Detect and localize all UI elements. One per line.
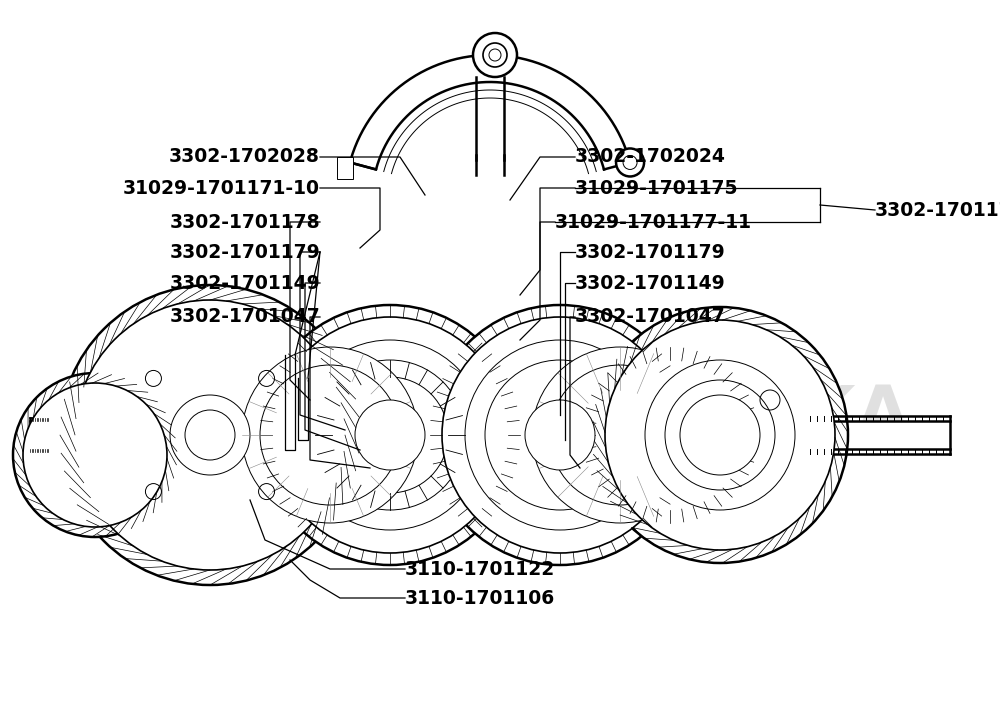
Circle shape bbox=[590, 355, 750, 515]
Circle shape bbox=[242, 347, 418, 523]
Circle shape bbox=[550, 365, 690, 505]
Circle shape bbox=[260, 365, 400, 505]
Circle shape bbox=[485, 360, 635, 510]
Text: 3302-1701149: 3302-1701149 bbox=[575, 274, 726, 293]
Circle shape bbox=[185, 410, 235, 460]
Circle shape bbox=[272, 317, 508, 553]
Circle shape bbox=[442, 317, 678, 553]
Circle shape bbox=[532, 347, 708, 523]
Circle shape bbox=[75, 300, 345, 570]
Circle shape bbox=[260, 305, 520, 565]
Circle shape bbox=[473, 33, 517, 77]
Text: 3110-1701106: 3110-1701106 bbox=[405, 589, 555, 607]
Circle shape bbox=[665, 380, 775, 490]
Text: 31029-1701175: 31029-1701175 bbox=[575, 179, 738, 198]
Text: 3302-1702024: 3302-1702024 bbox=[575, 147, 726, 166]
Circle shape bbox=[465, 340, 655, 530]
Text: 3302-1702028: 3302-1702028 bbox=[169, 147, 320, 166]
Circle shape bbox=[680, 395, 760, 475]
Circle shape bbox=[315, 360, 465, 510]
Text: 3302-1701149: 3302-1701149 bbox=[169, 274, 320, 293]
Circle shape bbox=[332, 377, 448, 493]
Text: 3302-1701047: 3302-1701047 bbox=[575, 308, 726, 326]
Text: 3110-1701122: 3110-1701122 bbox=[405, 560, 555, 579]
Text: 3302-1701179: 3302-1701179 bbox=[169, 244, 320, 262]
Text: 31029-1701177-11: 31029-1701177-11 bbox=[555, 213, 752, 231]
Circle shape bbox=[525, 400, 595, 470]
Circle shape bbox=[430, 305, 690, 565]
Polygon shape bbox=[350, 55, 630, 169]
Text: 3302-1701179: 3302-1701179 bbox=[575, 244, 726, 262]
Circle shape bbox=[295, 340, 485, 530]
Text: ПЛАНЕТА ЖЕЛЕЗЯКА: ПЛАНЕТА ЖЕЛЕЗЯКА bbox=[92, 382, 908, 448]
Text: 3302-1701178: 3302-1701178 bbox=[169, 213, 320, 231]
Text: 31029-1701171-10: 31029-1701171-10 bbox=[123, 179, 320, 198]
Circle shape bbox=[23, 383, 167, 527]
Circle shape bbox=[170, 395, 250, 475]
Text: 3302-1701174: 3302-1701174 bbox=[875, 201, 1000, 219]
Circle shape bbox=[592, 307, 848, 563]
Bar bbox=[337, 157, 353, 179]
Circle shape bbox=[582, 347, 758, 523]
Circle shape bbox=[616, 149, 644, 177]
Circle shape bbox=[645, 360, 795, 510]
Circle shape bbox=[60, 285, 360, 585]
Text: 3302-1701047: 3302-1701047 bbox=[169, 308, 320, 326]
Circle shape bbox=[605, 320, 835, 550]
Circle shape bbox=[355, 400, 425, 470]
Circle shape bbox=[13, 373, 177, 537]
